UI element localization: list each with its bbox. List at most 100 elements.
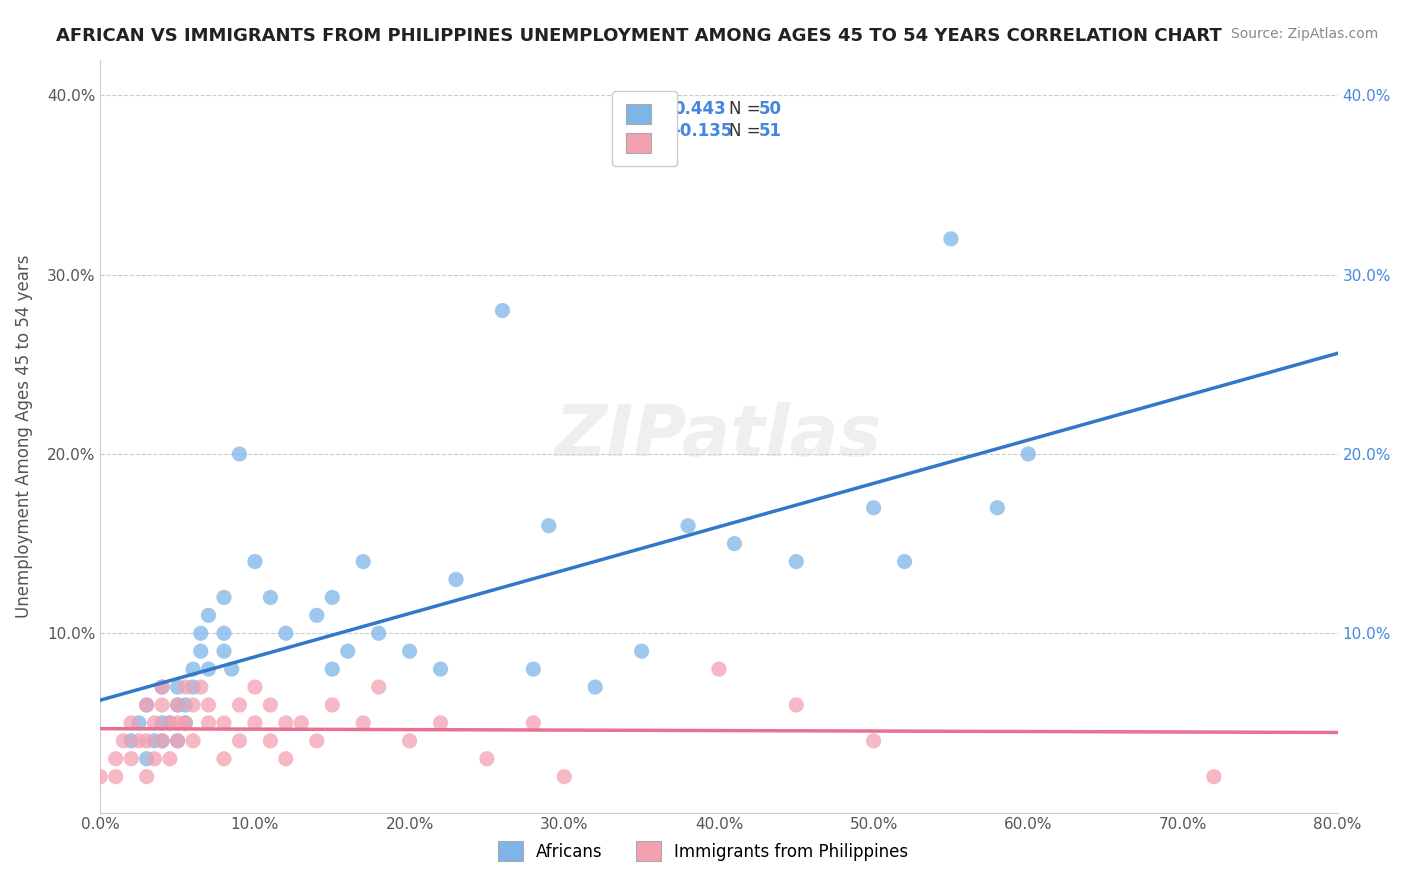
Y-axis label: Unemployment Among Ages 45 to 54 years: Unemployment Among Ages 45 to 54 years <box>15 254 32 618</box>
Point <box>166 715 188 730</box>
Point <box>166 698 188 712</box>
Point <box>939 232 962 246</box>
Point <box>723 536 745 550</box>
Point <box>862 500 884 515</box>
Point <box>259 734 281 748</box>
Point <box>228 447 250 461</box>
Point <box>159 715 181 730</box>
Point <box>128 734 150 748</box>
Point <box>212 591 235 605</box>
Text: 50: 50 <box>759 100 782 118</box>
Point <box>221 662 243 676</box>
Point <box>259 591 281 605</box>
Point <box>150 680 173 694</box>
Point <box>212 644 235 658</box>
Point <box>274 715 297 730</box>
Point <box>444 573 467 587</box>
Point <box>228 698 250 712</box>
Point <box>89 770 111 784</box>
Point <box>181 698 204 712</box>
Point <box>398 644 420 658</box>
Point <box>862 734 884 748</box>
Point <box>475 752 498 766</box>
Point <box>174 698 197 712</box>
Text: Source: ZipAtlas.com: Source: ZipAtlas.com <box>1230 27 1378 41</box>
Point <box>243 715 266 730</box>
Point <box>243 555 266 569</box>
Text: N =: N = <box>728 122 766 140</box>
Point <box>305 734 328 748</box>
Point <box>159 715 181 730</box>
Point <box>150 715 173 730</box>
Point <box>190 680 212 694</box>
Point <box>1202 770 1225 784</box>
Point <box>986 500 1008 515</box>
Point <box>305 608 328 623</box>
Point <box>181 680 204 694</box>
Point <box>1017 447 1039 461</box>
Text: 0.443: 0.443 <box>673 100 725 118</box>
Text: R =: R = <box>638 122 675 140</box>
Text: R =: R = <box>638 100 675 118</box>
Point <box>166 734 188 748</box>
Point <box>429 715 451 730</box>
Point <box>150 734 173 748</box>
Point <box>135 734 157 748</box>
Legend: Africans, Immigrants from Philippines: Africans, Immigrants from Philippines <box>484 828 922 875</box>
Point <box>166 698 188 712</box>
Point <box>135 752 157 766</box>
Point <box>259 698 281 712</box>
Point <box>893 555 915 569</box>
Text: N =: N = <box>728 100 766 118</box>
Point <box>274 626 297 640</box>
Point <box>181 662 204 676</box>
Point <box>197 698 219 712</box>
Point <box>228 734 250 748</box>
Point <box>166 680 188 694</box>
Point <box>707 662 730 676</box>
Text: ZIPatlas: ZIPatlas <box>555 401 883 471</box>
Point <box>143 715 166 730</box>
Point <box>274 752 297 766</box>
Point <box>104 752 127 766</box>
Point <box>143 734 166 748</box>
Point <box>190 644 212 658</box>
Point <box>367 680 389 694</box>
Point <box>491 303 513 318</box>
Point <box>785 698 807 712</box>
Point <box>135 770 157 784</box>
Point <box>290 715 312 730</box>
Point <box>522 662 544 676</box>
Text: AFRICAN VS IMMIGRANTS FROM PHILIPPINES UNEMPLOYMENT AMONG AGES 45 TO 54 YEARS CO: AFRICAN VS IMMIGRANTS FROM PHILIPPINES U… <box>56 27 1222 45</box>
Point <box>352 555 374 569</box>
Point <box>112 734 135 748</box>
Point <box>159 752 181 766</box>
Point <box>676 518 699 533</box>
Point <box>243 680 266 694</box>
Point <box>174 715 197 730</box>
Point <box>522 715 544 730</box>
Point <box>120 752 142 766</box>
Point <box>336 644 359 658</box>
Point <box>174 680 197 694</box>
Point <box>212 626 235 640</box>
Point <box>166 734 188 748</box>
Point <box>212 752 235 766</box>
Point <box>120 715 142 730</box>
Text: 51: 51 <box>759 122 782 140</box>
Point <box>321 591 343 605</box>
Point <box>212 715 235 730</box>
Point <box>583 680 606 694</box>
Point <box>150 680 173 694</box>
Point <box>150 698 173 712</box>
Point <box>181 734 204 748</box>
Point <box>128 715 150 730</box>
Point <box>174 715 197 730</box>
Legend: , : , <box>612 90 678 166</box>
Point <box>630 644 652 658</box>
Point <box>429 662 451 676</box>
Point <box>143 752 166 766</box>
Point <box>367 626 389 640</box>
Point <box>190 626 212 640</box>
Point <box>352 715 374 730</box>
